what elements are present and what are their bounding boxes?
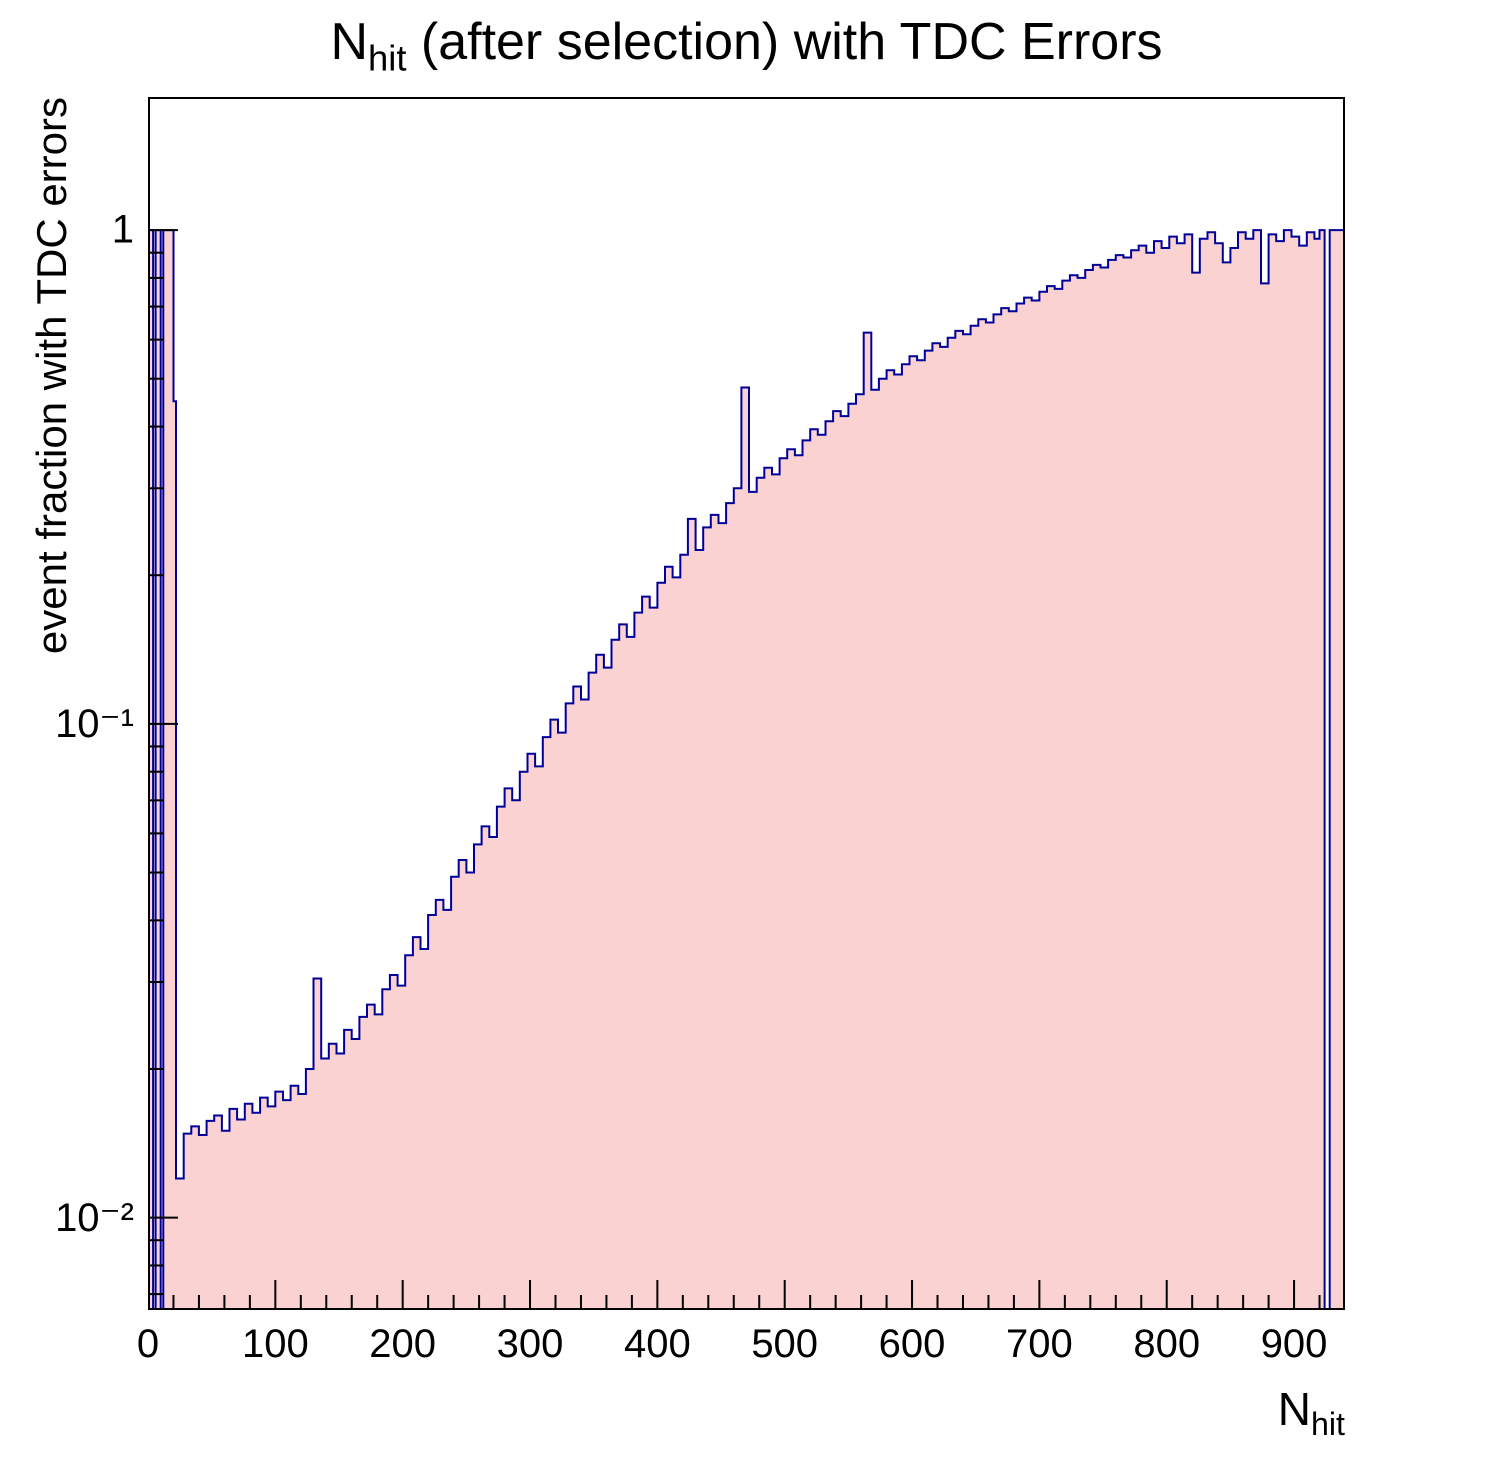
y-tick-label: 10⁻²: [55, 1195, 134, 1240]
histogram-outline: [148, 229, 1345, 1310]
chart-title: Nhit (after selection) with TDC Errors: [148, 12, 1345, 79]
x-axis-title-sub: hit: [1311, 1406, 1345, 1443]
x-tick-label: 300: [496, 1322, 564, 1366]
y-tick-label: 1: [111, 207, 134, 252]
y-tick-label: 10⁻¹: [55, 701, 134, 746]
x-tick-label: 800: [1133, 1322, 1201, 1366]
chart-title-sub: hit: [368, 37, 407, 79]
histogram-area: [148, 230, 1345, 1310]
x-tick-label: 400: [623, 1322, 691, 1366]
y-axis-title-text: event fraction with TDC errors: [28, 97, 75, 655]
x-axis-title-pre: N: [1277, 1383, 1311, 1435]
x-tick-label: 500: [751, 1322, 819, 1366]
chart-title-pre: N: [330, 13, 368, 71]
x-tick-label: 100: [241, 1322, 309, 1366]
x-axis-title: Nhit: [148, 1382, 1345, 1443]
chart-title-post: (after selection) with TDC Errors: [406, 13, 1163, 71]
x-tick-label: 900: [1260, 1322, 1328, 1366]
plot-frame-border: [148, 97, 1345, 1310]
x-tick-label: 200: [369, 1322, 437, 1366]
plot-frame: [148, 97, 1345, 1310]
histogram-plot: [148, 97, 1345, 1310]
x-tick-label: 600: [878, 1322, 946, 1366]
x-tick-label: 0: [136, 1322, 160, 1366]
x-tick-label: 700: [1006, 1322, 1073, 1366]
